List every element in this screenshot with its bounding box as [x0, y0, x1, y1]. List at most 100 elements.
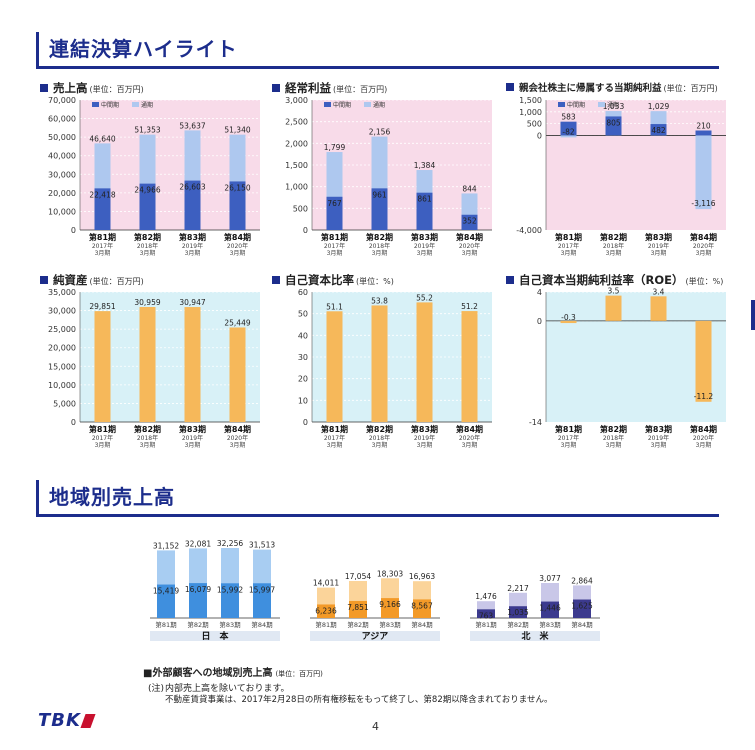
- roe-category-label: 第83期: [645, 424, 672, 434]
- regional-region-label: 北 米: [521, 630, 549, 642]
- netincome-total-label: 1,033: [603, 102, 625, 111]
- regional-total-label: 18,303: [377, 569, 403, 578]
- roe-tick-label: 4: [537, 288, 542, 297]
- netincome-category-label: 第82期: [600, 232, 627, 242]
- roe-value-label: -11.2: [694, 392, 714, 401]
- regional-total-label: 31,513: [249, 541, 275, 550]
- netincome-tick-label: 1,500: [519, 96, 542, 105]
- roe-category-label: 第82期: [600, 424, 627, 434]
- ordinary-subcategory-label: 2018年: [369, 242, 390, 250]
- equity-bar: [184, 307, 201, 422]
- sales-tick-label: 70,000: [48, 96, 76, 105]
- regional-half-label: 15,419: [153, 587, 179, 596]
- netincome-legend-half: 中間期: [567, 101, 585, 109]
- regional-title: 地域別売上高: [49, 485, 175, 509]
- roe-subcategory-label: 2018年: [603, 434, 624, 442]
- equity-subcategory-label: 3月期: [230, 441, 246, 449]
- netincome-category-label: 第84期: [690, 232, 717, 242]
- regional-bar-half: [189, 583, 207, 618]
- netincome-subcategory-label: 3月期: [696, 249, 712, 257]
- equity-tick-label: 35,000: [48, 288, 76, 297]
- sales-category-label: 第83期: [179, 232, 206, 242]
- ordinary-total-label: 844: [462, 184, 477, 193]
- sales-bar-half: [94, 188, 111, 230]
- ratio-subcategory-label: 3月期: [417, 441, 433, 449]
- regional-half-label: 1,446: [539, 604, 561, 613]
- ratio-value-label: 51.1: [326, 302, 343, 311]
- roe-bar: [695, 320, 712, 402]
- roe-subcategory-label: 3月期: [696, 441, 712, 449]
- sales-subcategory-label: 2019年: [182, 242, 203, 250]
- roe-category-label: 第84期: [690, 424, 717, 434]
- regional-total-label: 1,476: [475, 592, 497, 601]
- sales-tick-label: 60,000: [48, 115, 76, 124]
- ordinary-subcategory-label: 2020年: [459, 242, 480, 250]
- roe-subcategory-label: 2017年: [558, 434, 579, 442]
- regional-category-label: 第83期: [379, 620, 401, 629]
- netincome-bar-half: [605, 116, 622, 136]
- ordinary-category-label: 第82期: [366, 232, 393, 242]
- ordinary-subcategory-label: 3月期: [327, 249, 343, 257]
- ordinary-total-label: 2,156: [369, 128, 391, 137]
- equity-category-label: 第83期: [179, 424, 206, 434]
- sales-legend-swatch-total: [132, 102, 139, 107]
- roe-tick-label: -14: [529, 418, 542, 427]
- ordinary-half-label: 352: [462, 217, 477, 226]
- sales-tick-label: 40,000: [48, 152, 76, 161]
- ratio-subcategory-label: 2017年: [324, 434, 345, 442]
- sales-subcategory-label: 3月期: [140, 249, 156, 257]
- equity-tick-label: 20,000: [48, 344, 76, 353]
- regional-half-label: 1,035: [507, 608, 529, 617]
- equity-value-label: 30,959: [134, 298, 160, 307]
- ratio-tick-label: 40: [298, 331, 308, 340]
- netincome-total-label: -3,116: [691, 199, 715, 208]
- regional-bar-half: [477, 609, 495, 618]
- sales-tick-label: 50,000: [48, 133, 76, 142]
- regional-bar-half: [317, 604, 335, 618]
- page-number: 4: [372, 720, 379, 733]
- ratio-subcategory-label: 3月期: [372, 441, 388, 449]
- note-line2: 不動産賃貸事業は、2017年2月28日の所有権移転をもって終了し、第82期以降含…: [165, 695, 553, 705]
- roe-bar: [605, 295, 622, 321]
- netincome-half-label: 583: [561, 113, 576, 122]
- regional-region-band: [310, 631, 440, 641]
- netincome-subcategory-label: 3月期: [561, 249, 577, 257]
- chart-ordinary: 経常利益 (単位：百万円) 0 500 1,000 1,500 2,000 2,500 3,0…: [272, 80, 500, 270]
- regional-bar-half: [221, 583, 239, 618]
- sales-tick-label: 10,000: [48, 207, 76, 216]
- regional-category-label: 第82期: [347, 620, 369, 629]
- regional-note-heading: ■外部顧客への地域別売上高 (単位：百万円): [143, 668, 323, 679]
- ordinary-bar-half: [371, 188, 388, 230]
- regional-half-label: 7,851: [347, 603, 369, 612]
- ordinary-legend-swatch-half: [324, 102, 331, 107]
- netincome-legend-swatch-half: [558, 102, 565, 107]
- ordinary-bar-half: [416, 192, 433, 230]
- note-mark: (注): [148, 684, 165, 694]
- regional-bar-half: [157, 584, 175, 618]
- sales-bar-half: [139, 183, 156, 230]
- sales-total-label: 51,353: [134, 126, 160, 135]
- chart-roe-title: 自己資本当期純利益率（ROE） (単位：%): [506, 272, 723, 288]
- ordinary-half-label: 767: [327, 199, 342, 208]
- equity-subcategory-label: 2018年: [137, 434, 158, 442]
- chart-equity: 純資産 (単位：百万円) 0 5,000 10,000 15,000 20,000 25,0…: [40, 272, 268, 462]
- chart-roe: 自己資本当期純利益率（ROE） (単位：%) -14 0 4 -0.3 第81期 2017年…: [506, 272, 734, 462]
- chart-ratio: 自己資本比率 (単位：%) 0 10 20 30 40 50 60 51.1 第81期 2017年 3…: [272, 272, 500, 462]
- equity-bar: [139, 307, 156, 422]
- regional-bar-half: [253, 583, 271, 618]
- roe-subcategory-label: 2020年: [693, 434, 714, 442]
- roe-category-label: 第81期: [555, 424, 582, 434]
- equity-category-label: 第84期: [224, 424, 251, 434]
- netincome-subcategory-label: 2019年: [648, 242, 669, 250]
- ratio-category-label: 第82期: [366, 424, 393, 434]
- chart-sales: 売上高 (単位：百万円) 0 10,000 20,000 30,000 40,000 50,…: [40, 80, 268, 270]
- netincome-half-label: 805: [606, 118, 621, 127]
- roe-tick-label: 0: [537, 317, 542, 326]
- regional-category-label: 第84期: [571, 620, 593, 629]
- regional-half-label: 1,625: [571, 602, 593, 611]
- highlights-header: 連結決算ハイライト: [36, 32, 719, 69]
- regional-total-label: 32,256: [217, 539, 243, 548]
- roe-subcategory-label: 3月期: [606, 441, 622, 449]
- sales-subcategory-label: 3月期: [230, 249, 246, 257]
- chart-netincome-svg: -4,00005001,0001,500583-82第81期2017年3月期1,…: [516, 96, 726, 257]
